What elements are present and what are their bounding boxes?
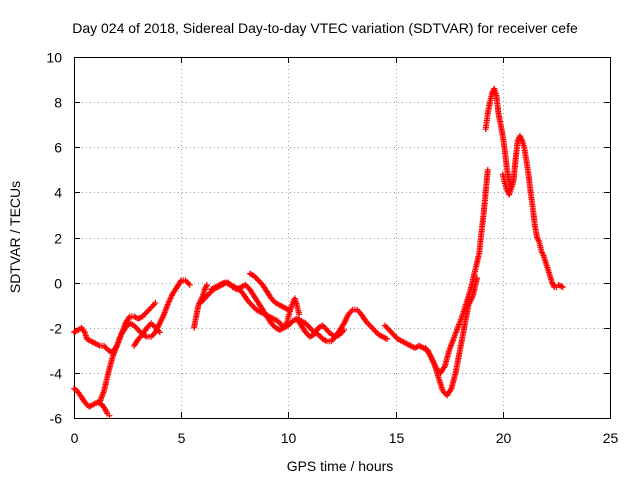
x-tick-label: 0 <box>71 430 79 446</box>
data-point <box>106 412 113 419</box>
series-arc-4 <box>131 320 163 349</box>
series-arc-1 <box>71 385 113 419</box>
data-points <box>71 85 566 419</box>
data-point <box>296 311 303 318</box>
data-point <box>285 306 292 313</box>
data-point <box>441 364 448 371</box>
y-tick-label: 0 <box>54 276 62 292</box>
y-tick-label: 6 <box>54 140 62 156</box>
series-arc-7 <box>208 279 391 345</box>
data-point <box>125 314 132 321</box>
y-tick-label: -2 <box>50 321 63 337</box>
y-tick-label: 10 <box>46 50 62 66</box>
data-point <box>447 387 454 394</box>
y-tick-label: 4 <box>54 185 62 201</box>
axis-ticks <box>74 57 611 419</box>
y-axis-label: SDTVAR / TECUs <box>7 181 23 293</box>
data-point <box>177 278 184 285</box>
series-arc-13 <box>499 171 515 198</box>
y-tick-label: 8 <box>54 95 62 111</box>
grid <box>74 57 610 418</box>
data-point <box>341 327 348 334</box>
data-point <box>508 184 515 191</box>
data-point <box>152 299 159 306</box>
series-arc-12 <box>482 85 566 291</box>
x-axis-label: GPS time / hours <box>287 458 394 474</box>
series-arc-5 <box>191 281 210 331</box>
chart-title: Day 024 of 2018, Sidereal Day-to-day VTE… <box>72 20 578 36</box>
data-point <box>484 166 491 173</box>
series-arc-3 <box>96 277 193 406</box>
y-tick-label: -6 <box>50 411 63 427</box>
x-tick-label: 15 <box>389 430 405 446</box>
data-point <box>474 275 481 282</box>
data-point <box>384 336 391 343</box>
data-point <box>203 281 210 288</box>
x-tick-label: 20 <box>496 430 512 446</box>
x-tick-labels: 0 5 10 15 20 25 <box>71 430 619 446</box>
series-arc-9 <box>293 315 348 340</box>
x-tick-label: 25 <box>603 430 619 446</box>
data-point <box>559 284 566 291</box>
data-point <box>186 281 193 288</box>
x-tick-label: 5 <box>178 430 186 446</box>
y-tick-labels: -6 -4 -2 0 2 4 6 8 10 <box>46 50 62 427</box>
series-arc-8 <box>246 270 292 313</box>
x-tick-label: 10 <box>281 430 297 446</box>
series-arc-11 <box>422 275 481 399</box>
series-arc-10 <box>381 166 491 376</box>
y-tick-label: 2 <box>54 231 62 247</box>
y-tick-label: -4 <box>50 366 63 382</box>
data-point <box>156 329 163 336</box>
